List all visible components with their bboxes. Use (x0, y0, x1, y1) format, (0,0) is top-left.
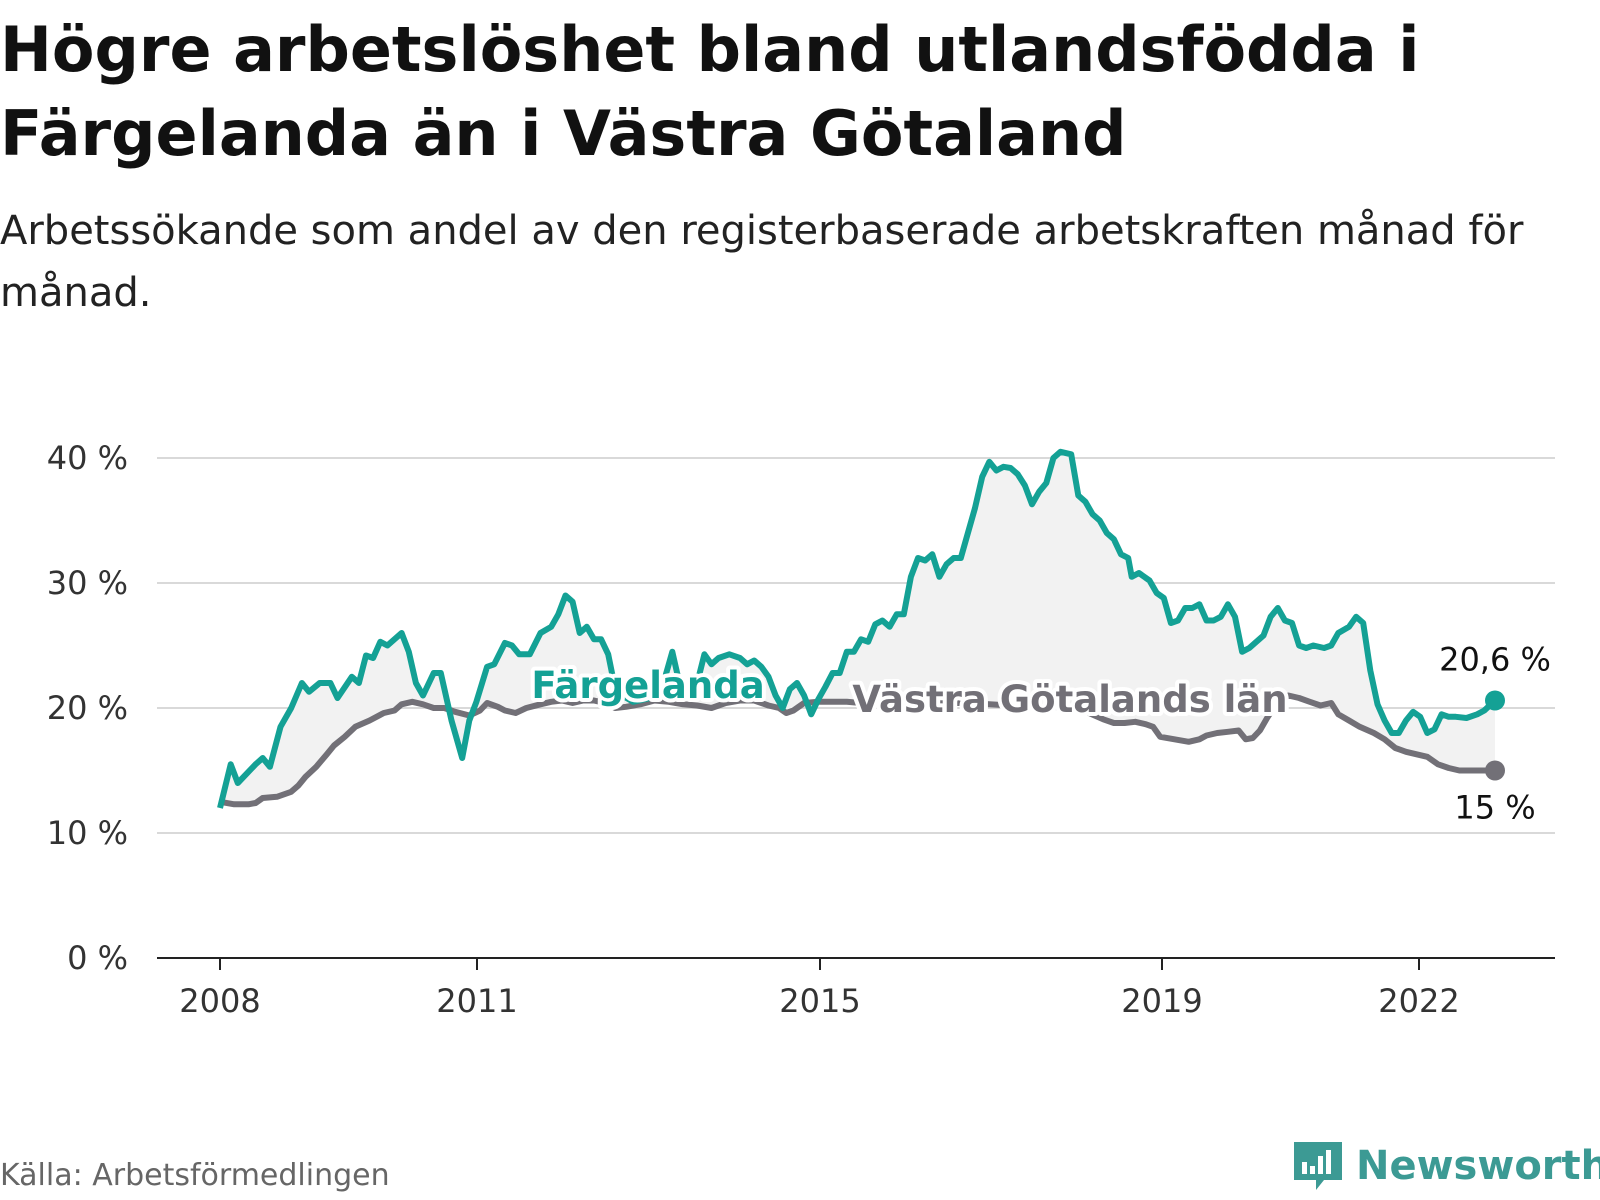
chart-title: Högre arbetslöshet bland utlandsfödda i … (0, 13, 1420, 170)
x-tick-label: 2022 (1378, 982, 1459, 1020)
y-tick-label: 30 % (47, 564, 128, 602)
end-value-vastra-gotaland: 15 % (1454, 789, 1535, 827)
series-labels: Färgelanda Västra Götalands län 20,6 % 15 % (527, 637, 1555, 831)
series-line-fargelanda (217, 448, 1498, 809)
y-axis-tick-labels: 0 % 10 % 20 % 30 % 40 % (47, 439, 128, 977)
end-point-fargelanda (1485, 690, 1505, 711)
newsworthy-logo[interactable]: Newsworthy (1290, 1138, 1600, 1194)
y-tick-label: 20 % (47, 689, 128, 727)
series-label-fargelanda: Färgelanda (531, 664, 764, 707)
newsworthy-logo-icon (1294, 1142, 1342, 1190)
source-note: Källa: Arbetsförmedlingen (0, 1158, 390, 1193)
chart-subtitle: Arbetssökande som andel av den registerb… (0, 208, 1524, 316)
x-tick-label: 2015 (779, 982, 860, 1020)
x-axis-ticks: 2008 2011 2015 2019 2022 (179, 958, 1460, 1020)
x-tick-label: 2011 (436, 982, 517, 1020)
end-point-vastra-gotaland (1485, 760, 1505, 781)
x-tick-label: 2019 (1121, 982, 1202, 1020)
y-tick-label: 0 % (67, 939, 128, 977)
y-tick-label: 10 % (47, 814, 128, 852)
y-tick-label: 40 % (47, 439, 128, 477)
end-value-fargelanda: 20,6 % (1439, 641, 1551, 679)
series-label-vastra-gotaland: Västra Götalands län (852, 678, 1287, 721)
gap-area (220, 451, 1495, 808)
newsworthy-wordmark: Newsworthy (1356, 1143, 1600, 1189)
series-lines (217, 448, 1505, 809)
x-tick-label: 2008 (179, 982, 260, 1020)
